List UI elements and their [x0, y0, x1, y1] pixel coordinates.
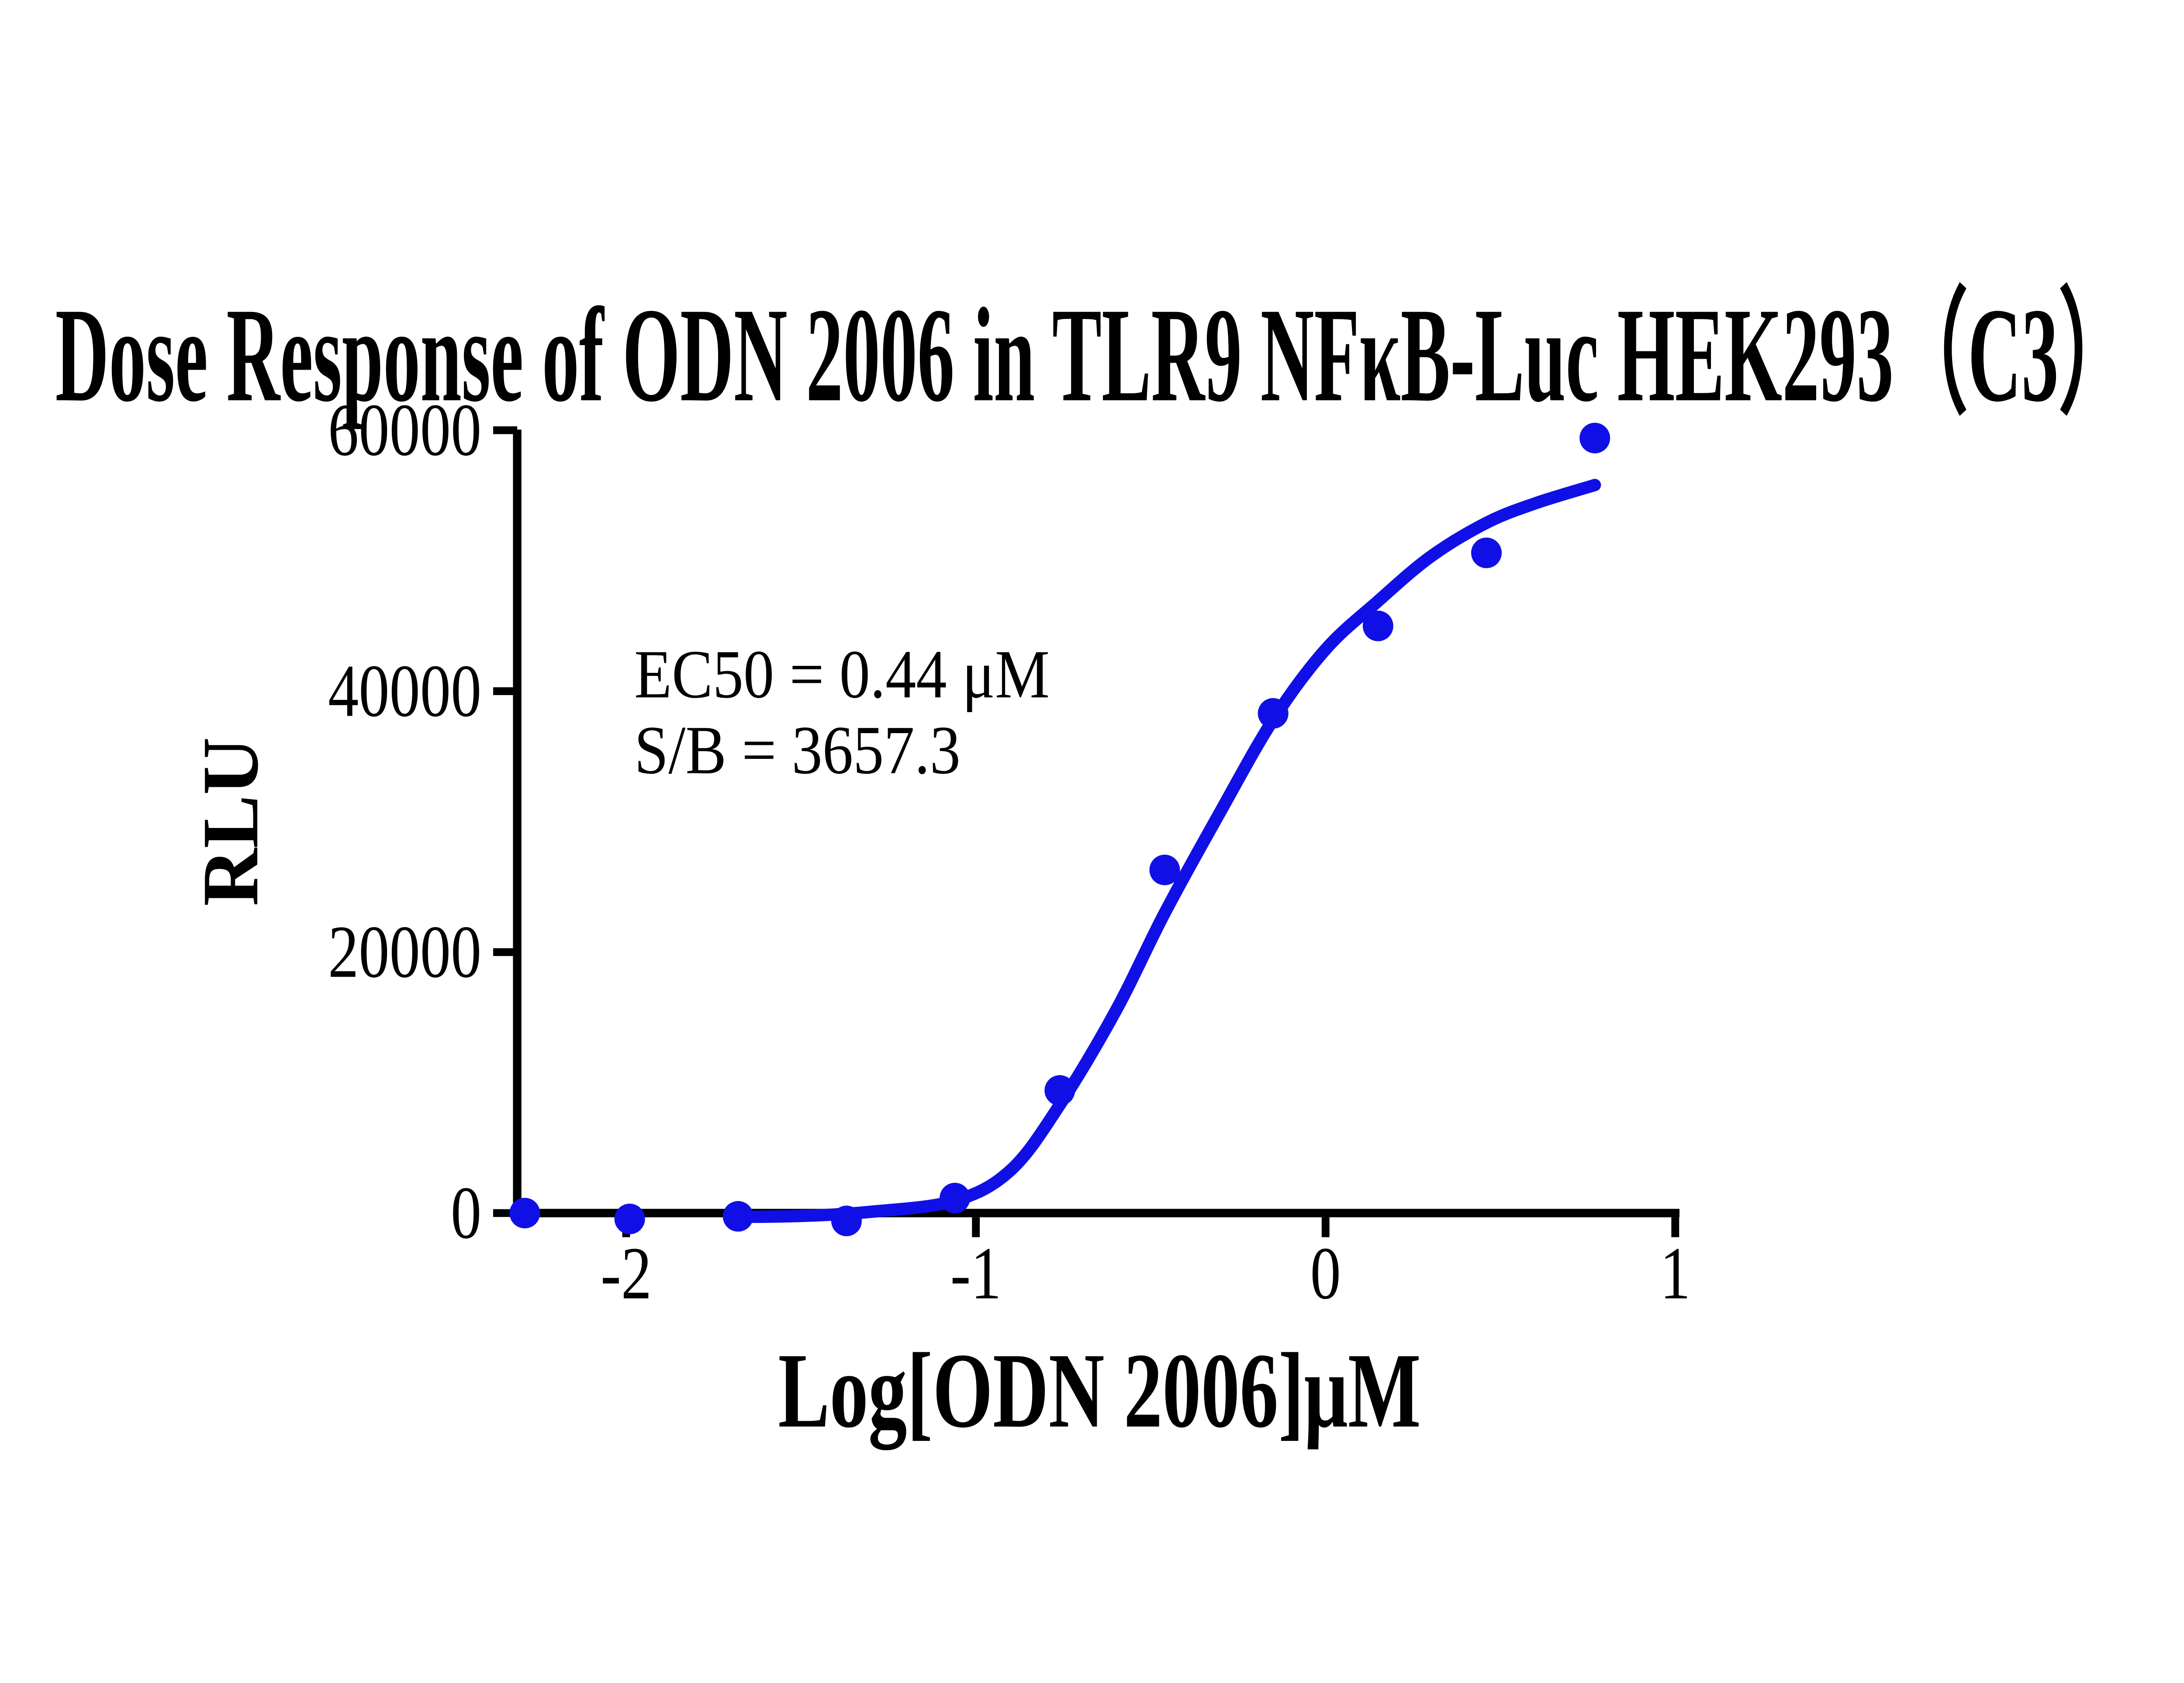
annotation-block: EC50 = 0.44 μM S/B = 3657.3	[634, 637, 1050, 789]
chart-title: Dose Response of ODN 2006 in TLR9 NFκB-L…	[55, 280, 2133, 429]
data-point	[1258, 698, 1289, 729]
axes	[513, 429, 1679, 1218]
data-point	[614, 1203, 645, 1234]
x-axis-ticks	[622, 1217, 1679, 1237]
data-point	[722, 1201, 753, 1232]
sb-annotation: S/B = 3657.3	[634, 712, 961, 788]
data-point	[1149, 855, 1180, 886]
data-point	[831, 1205, 862, 1236]
x-tick-label: -2	[601, 1231, 652, 1314]
x-tick-label: 1	[1660, 1231, 1690, 1314]
y-axis-title: RLU	[186, 737, 275, 906]
data-points-group	[509, 422, 1610, 1236]
data-point	[940, 1183, 971, 1214]
y-tick-label: 0	[451, 1171, 481, 1254]
fit-curve	[725, 478, 1601, 1223]
data-point	[509, 1198, 540, 1229]
fit-curve-group	[725, 478, 1601, 1223]
data-point	[1579, 422, 1610, 454]
x-axis-tick-labels: -2 -1 0 1	[601, 1231, 1690, 1314]
y-tick-label: 20000	[328, 910, 481, 993]
y-tick-label: 60000	[328, 388, 481, 471]
data-point	[1044, 1075, 1075, 1106]
ec50-annotation: EC50 = 0.44 μM	[634, 637, 1050, 713]
data-point	[1471, 537, 1502, 568]
y-axis-tick-labels: 0 20000 40000 60000	[328, 388, 481, 1254]
data-point	[1362, 610, 1393, 641]
y-tick-label: 40000	[328, 649, 481, 732]
x-tick-label: 0	[1310, 1231, 1341, 1314]
x-tick-label: -1	[950, 1231, 1002, 1314]
axis-spine	[513, 429, 1679, 1218]
x-axis-title: Log[ODN 2006]μM	[778, 1331, 1420, 1450]
